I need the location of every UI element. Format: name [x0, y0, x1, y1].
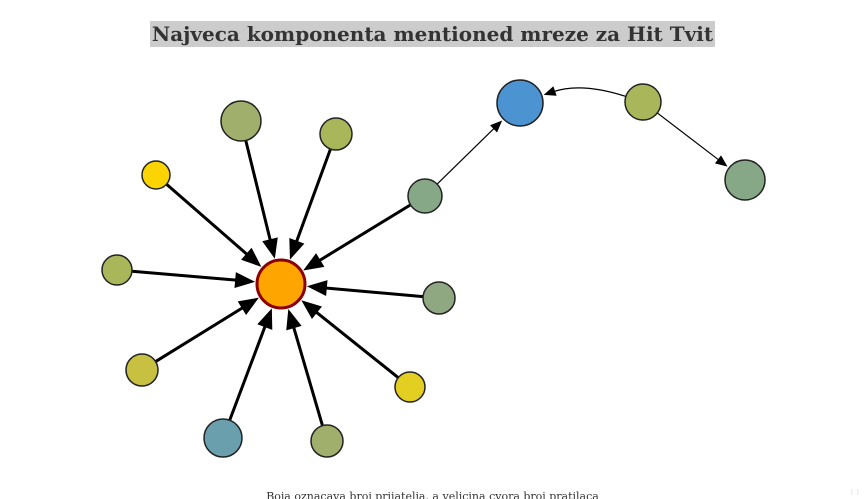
edge-n12-to-n13 — [656, 112, 728, 167]
edge-line — [165, 183, 251, 258]
graph-node-n13[interactable] — [724, 159, 766, 201]
edge-n6-to-center — [228, 308, 273, 421]
graph-caption: Boja oznacava broj prijatelja, a velicin… — [266, 490, 599, 499]
graph-node-n9[interactable] — [422, 281, 456, 315]
edge-n5-to-center — [154, 297, 259, 363]
graph-node-n12[interactable] — [624, 83, 662, 121]
graph-node-n4[interactable] — [101, 254, 133, 286]
edge-arrowhead — [303, 253, 325, 271]
graph-node-n10[interactable] — [407, 178, 443, 214]
graph-node-n7[interactable] — [310, 424, 344, 458]
edge-line — [154, 304, 247, 363]
edge-line — [322, 286, 424, 299]
edge-line — [316, 203, 412, 264]
node-layer — [101, 79, 766, 458]
edge-arrowhead — [234, 272, 256, 289]
edge-n10-to-center — [303, 203, 412, 271]
graph-node-n11[interactable] — [496, 79, 544, 127]
edge-arrowhead — [286, 308, 302, 331]
edge-line — [244, 140, 273, 244]
graph-node-n8[interactable] — [394, 371, 426, 403]
graph-node-n5[interactable] — [125, 353, 159, 387]
edge-n7-to-center — [286, 308, 324, 427]
graph-node-center[interactable] — [255, 258, 307, 310]
edge-arrowhead — [257, 308, 273, 330]
edge-line — [436, 126, 496, 185]
edge-line — [552, 87, 627, 98]
edge-line — [656, 112, 721, 162]
chart-title-text: Najveca komponenta mentioned mreze za Hi… — [149, 21, 716, 47]
edge-arrowhead — [301, 300, 322, 319]
edge-n8-to-center — [301, 300, 400, 379]
edge-line — [294, 148, 332, 246]
graph-node-n3[interactable] — [141, 160, 171, 190]
resize-grip-icon[interactable]: ⋮⋮ — [849, 489, 861, 496]
edge-n12-to-n11 — [543, 86, 627, 98]
edge-arrowhead — [262, 237, 278, 259]
edge-arrowhead — [289, 238, 305, 260]
edge-n2-to-center — [289, 148, 332, 260]
edge-line — [291, 323, 324, 427]
edge-n9-to-center — [306, 280, 424, 299]
edge-n4-to-center — [131, 269, 256, 289]
edge-line — [312, 309, 400, 379]
edge-n1-to-center — [244, 140, 278, 259]
edge-arrowhead — [241, 247, 262, 267]
chart-title: Najveca komponenta mentioned mreze za Hi… — [0, 12, 865, 49]
edge-n10-to-n11 — [436, 120, 503, 185]
edge-line — [228, 322, 268, 421]
edge-arrowhead — [490, 120, 503, 133]
graph-node-n1[interactable] — [220, 100, 262, 142]
edge-n3-to-center — [165, 183, 262, 267]
edge-layer — [131, 86, 728, 427]
edge-line — [131, 269, 240, 282]
edge-arrowhead — [306, 280, 328, 297]
edge-arrowhead — [543, 86, 557, 96]
edge-arrowhead — [714, 155, 728, 167]
edge-arrowhead — [237, 297, 259, 316]
graph-node-n6[interactable] — [203, 418, 243, 458]
graph-node-n2[interactable] — [319, 117, 353, 151]
